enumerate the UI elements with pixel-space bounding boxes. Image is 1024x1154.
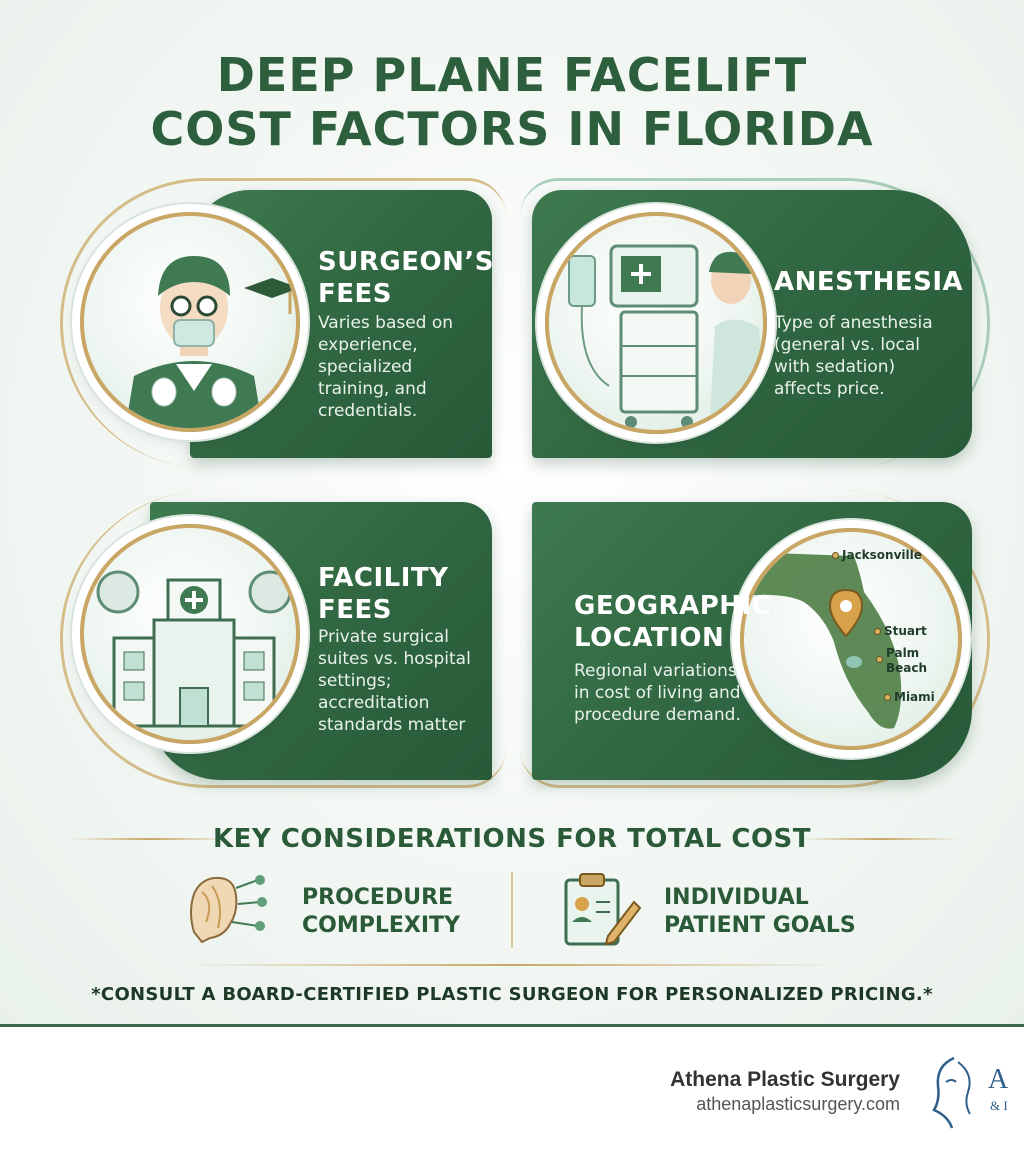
text-line: credentials. xyxy=(318,401,418,421)
florida-map-icon xyxy=(744,552,902,729)
geographic-location-title: GEOGRAPHIC LOCATION xyxy=(574,590,771,654)
text-line: training, and xyxy=(318,379,427,399)
face-anatomy-icon xyxy=(190,875,267,944)
title-line: LOCATION xyxy=(574,623,725,653)
key-considerations-title: KEY CONSIDERATIONS FOR TOTAL COST xyxy=(212,824,812,854)
city-label-palm: Palm xyxy=(886,646,920,660)
bottom-border xyxy=(0,1024,1024,1027)
footer xyxy=(0,1027,1024,1154)
city-dot-jacksonville xyxy=(832,552,839,559)
title-line: SURGEON’S xyxy=(318,247,494,277)
title-line: GEOGRAPHIC xyxy=(574,591,772,621)
label-line: PATIENT GOALS xyxy=(664,913,856,938)
divider xyxy=(511,872,513,948)
text-line: specialized xyxy=(318,357,413,377)
title-line: FEES xyxy=(318,595,393,625)
city-label-beach: Beach xyxy=(886,661,928,675)
anesthesia-icon-ring xyxy=(545,212,767,434)
anesthesia-title: ANESTHESIA xyxy=(774,266,963,298)
city-dot-palm-beach xyxy=(876,656,883,663)
logo-subtext: & I xyxy=(990,1098,1008,1113)
city-dot-stuart xyxy=(874,628,881,635)
ornament-rule-right xyxy=(800,838,960,840)
page-title: DEEP PLANE FACELIFT COST FACTORS IN FLOR… xyxy=(0,48,1024,156)
athena-logo-icon xyxy=(932,1056,971,1129)
decorative-swoosh xyxy=(520,178,990,468)
text-line: (general vs. local xyxy=(774,335,920,355)
brand-url[interactable]: athenaplasticsurgery.com xyxy=(696,1094,900,1114)
footnote: *CONSULT A BOARD-CERTIFIED PLASTIC SURGE… xyxy=(91,984,933,1005)
title-line-2: COST FACTORS IN FLORIDA xyxy=(150,102,874,156)
text-line: affects price. xyxy=(774,379,885,399)
surgeon-fees-text: Varies based on experience, specialized … xyxy=(318,312,453,422)
city-label-miami: Miami xyxy=(894,690,935,704)
text-line: Private surgical xyxy=(318,627,449,647)
text-line: accreditation xyxy=(318,693,430,713)
decorative-swoosh xyxy=(520,490,990,788)
label-line: INDIVIDUAL xyxy=(664,885,809,910)
hospital-icon-ring xyxy=(80,524,300,744)
surgeon-icon-ring xyxy=(80,212,300,432)
text-line: standards matter xyxy=(318,715,466,735)
florida-map-ring xyxy=(740,528,962,750)
city-label-jacksonville: Jacksonville xyxy=(842,548,922,562)
decorative-swoosh xyxy=(60,490,506,788)
anesthesia-machine-icon xyxy=(568,244,763,430)
text-line: procedure demand. xyxy=(574,705,741,725)
city-label-stuart: Stuart xyxy=(884,624,927,638)
ornament-rule-left xyxy=(70,838,230,840)
hospital-icon xyxy=(96,570,292,728)
procedure-complexity-label: PROCEDURE COMPLEXITY xyxy=(302,884,460,940)
text-line: suites vs. hospital xyxy=(318,649,471,669)
city-dot-miami xyxy=(884,694,891,701)
text-line: in cost of living and xyxy=(574,683,741,703)
label-line: COMPLEXITY xyxy=(302,913,460,938)
map-pin-icon xyxy=(828,588,864,638)
title-line: ANESTHESIA xyxy=(774,267,964,297)
decorative-swoosh xyxy=(60,178,506,468)
text-line: Regional variations xyxy=(574,661,737,681)
logo-letter: A xyxy=(988,1064,1009,1095)
title-line: FACILITY xyxy=(318,563,449,593)
text-line: settings; xyxy=(318,671,392,691)
brand-block: Athena Plastic Surgery athenaplasticsurg… xyxy=(670,1068,900,1115)
title-line-1: DEEP PLANE FACELIFT xyxy=(216,48,808,102)
text-line: experience, xyxy=(318,335,418,355)
surgeon-fees-title: SURGEON’S FEES xyxy=(318,246,494,310)
text-line: with sedation) xyxy=(774,357,896,377)
brand-name: Athena Plastic Surgery xyxy=(670,1068,900,1091)
label-line: PROCEDURE xyxy=(302,885,454,910)
surgeon-icon xyxy=(125,256,296,428)
text-line: Varies based on xyxy=(318,313,454,333)
geographic-location-text: Regional variations in cost of living an… xyxy=(574,660,741,726)
clipboard-icon xyxy=(564,873,642,946)
facility-fees-text: Private surgical suites vs. hospital set… xyxy=(318,626,471,736)
title-line: FEES xyxy=(318,279,393,309)
facility-fees-title: FACILITY FEES xyxy=(318,562,448,626)
anesthesia-text: Type of anesthesia (general vs. local wi… xyxy=(774,312,933,400)
text-line: Type of anesthesia xyxy=(774,313,933,333)
ornament-rule-bottom xyxy=(180,964,844,966)
individual-patient-goals-label: INDIVIDUAL PATIENT GOALS xyxy=(664,884,856,940)
